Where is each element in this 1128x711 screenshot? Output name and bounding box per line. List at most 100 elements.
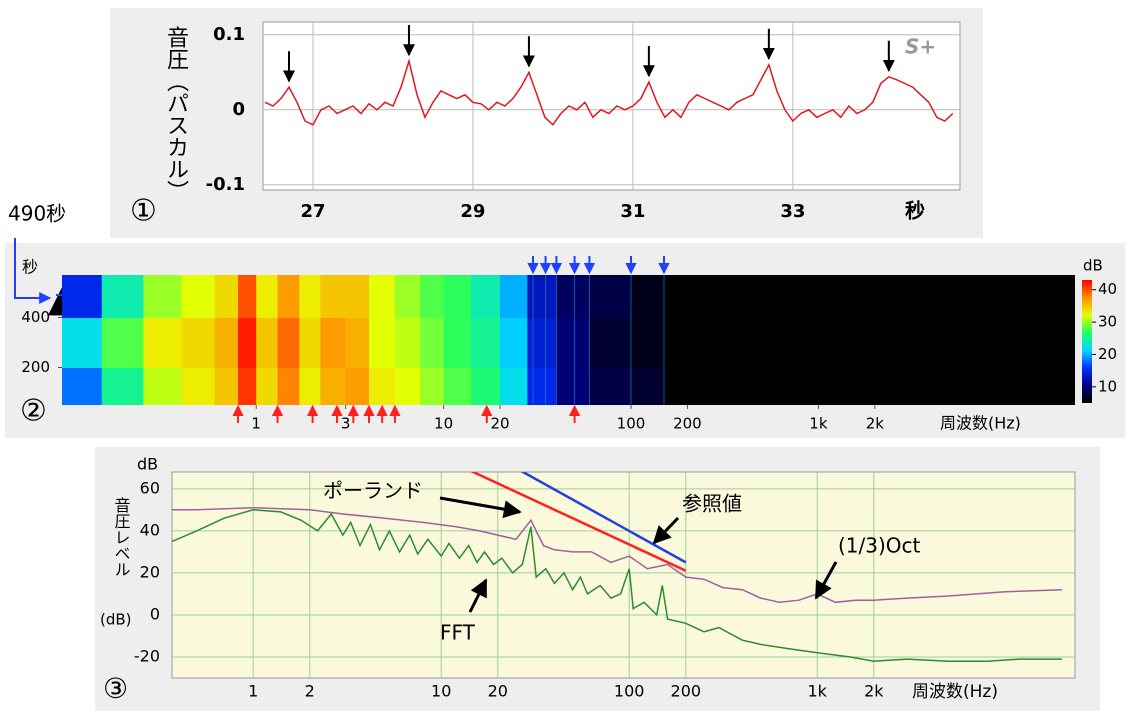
heatmap-cell bbox=[181, 317, 216, 368]
y-unit: dB bbox=[137, 455, 158, 474]
colorbar-tick-label: 10 bbox=[1098, 377, 1117, 395]
heatmap-cell bbox=[420, 317, 445, 368]
heatmap-cell bbox=[238, 367, 257, 405]
heatmap-cell bbox=[500, 275, 528, 318]
heatmap-cell bbox=[589, 275, 632, 318]
series-label: (1/3)Oct bbox=[838, 534, 921, 558]
heatmap-cell bbox=[238, 317, 257, 368]
red-marker bbox=[331, 404, 343, 423]
x-tick-label: 2k bbox=[864, 682, 884, 701]
blue-marker bbox=[625, 256, 637, 275]
plot-area-3 bbox=[171, 471, 1076, 679]
y-tick-label: -0.1 bbox=[206, 174, 245, 195]
y-tick-label: 40 bbox=[140, 520, 160, 539]
heatmap-cell bbox=[320, 367, 347, 405]
x-tick-label: 29 bbox=[460, 201, 485, 222]
heatmap-cell bbox=[214, 367, 239, 405]
heatmap-cell bbox=[663, 367, 1075, 405]
heatmap-cell bbox=[527, 317, 557, 368]
heatmap-cell bbox=[214, 317, 239, 368]
heatmap-cell bbox=[143, 317, 183, 368]
heatmap-cell bbox=[527, 367, 557, 405]
heatmap-cell bbox=[369, 275, 396, 318]
heatmap-cell bbox=[299, 317, 321, 368]
time-pointer bbox=[14, 238, 52, 304]
annotation-arrow bbox=[814, 561, 838, 600]
data-line bbox=[264, 58, 954, 126]
heatmap-cell bbox=[277, 367, 300, 405]
heatmap-cell bbox=[101, 275, 144, 318]
red-marker bbox=[306, 404, 319, 423]
heatmap-cell bbox=[663, 317, 1075, 368]
heatmap-cell bbox=[394, 367, 421, 405]
colorbar-tick-label: 40 bbox=[1098, 280, 1117, 298]
heatmap-cell bbox=[62, 367, 103, 405]
series-label: ポーランド bbox=[323, 479, 423, 503]
x-tick-label: 100 bbox=[617, 415, 646, 433]
x-tick-label: 10 bbox=[431, 682, 451, 701]
heatmap-cell bbox=[556, 317, 590, 368]
heatmap-cell bbox=[62, 275, 103, 318]
colorbar-label: dB bbox=[1083, 257, 1103, 275]
red-marker bbox=[363, 404, 375, 423]
y-axis-label: 音圧レベル bbox=[112, 497, 131, 577]
heatmap-cell bbox=[143, 367, 183, 405]
blue-marker bbox=[658, 256, 670, 275]
red-marker bbox=[481, 404, 493, 423]
heatmap-cell bbox=[299, 275, 321, 318]
heatmap-cell bbox=[320, 275, 347, 318]
blue-marker bbox=[550, 256, 563, 275]
heatmap-cell bbox=[589, 317, 632, 368]
heatmap-cell bbox=[443, 367, 472, 405]
heatmap-cell bbox=[470, 367, 501, 405]
colorbar bbox=[1082, 280, 1092, 403]
heatmap-cell bbox=[500, 317, 528, 368]
heatmap-cell bbox=[443, 317, 472, 368]
x-tick-label: 1k bbox=[807, 682, 827, 701]
y-tick-label: 20 bbox=[140, 562, 160, 581]
logo: S+ bbox=[905, 35, 936, 59]
colorbar-tick-label: 30 bbox=[1098, 313, 1117, 331]
heatmap-cell bbox=[214, 275, 239, 318]
heatmap-cell bbox=[527, 275, 557, 318]
x-tick-label: 20 bbox=[488, 682, 508, 701]
time-label: 490秒 bbox=[8, 202, 66, 226]
y-tick-label: 200 bbox=[21, 358, 50, 376]
annotation-arrow bbox=[439, 496, 522, 519]
red-marker bbox=[389, 404, 401, 423]
heatmap-cell bbox=[181, 275, 216, 318]
blue-marker bbox=[568, 256, 581, 275]
annotation-arrow bbox=[468, 578, 488, 613]
x-tick-label: 200 bbox=[673, 415, 702, 433]
x-tick-label: 1 bbox=[251, 415, 261, 433]
red-marker bbox=[232, 404, 244, 423]
panel-label: ③ bbox=[103, 672, 128, 705]
series-label: FFT bbox=[440, 621, 476, 645]
heatmap-cell bbox=[369, 317, 396, 368]
heatmap-cell bbox=[345, 317, 370, 368]
heatmap-cell bbox=[238, 275, 257, 318]
x-axis-label: 秒 bbox=[905, 199, 925, 223]
heatmap bbox=[62, 275, 1075, 405]
heatmap-cell bbox=[589, 367, 632, 405]
data-line bbox=[470, 472, 687, 572]
series-label: 参照値 bbox=[682, 492, 742, 516]
x-tick-label: 20 bbox=[490, 415, 509, 433]
heatmap-cell bbox=[630, 275, 665, 318]
x-tick-label: 200 bbox=[671, 682, 702, 701]
annotation-arrow bbox=[652, 516, 680, 545]
red-marker bbox=[568, 404, 581, 423]
x-tick-label: 2 bbox=[305, 682, 315, 701]
red-marker bbox=[376, 404, 388, 423]
series-group bbox=[264, 58, 954, 126]
heatmap-cell bbox=[420, 275, 445, 318]
red-marker bbox=[347, 404, 359, 423]
x-tick-label: 27 bbox=[300, 201, 325, 222]
heatmap-cell bbox=[101, 367, 144, 405]
data-line bbox=[520, 472, 687, 564]
x-axis-label: 周波数(Hz) bbox=[940, 414, 1021, 433]
panel-label: ① bbox=[130, 194, 157, 229]
heatmap-cell bbox=[181, 367, 216, 405]
x-tick-label: 10 bbox=[434, 415, 453, 433]
